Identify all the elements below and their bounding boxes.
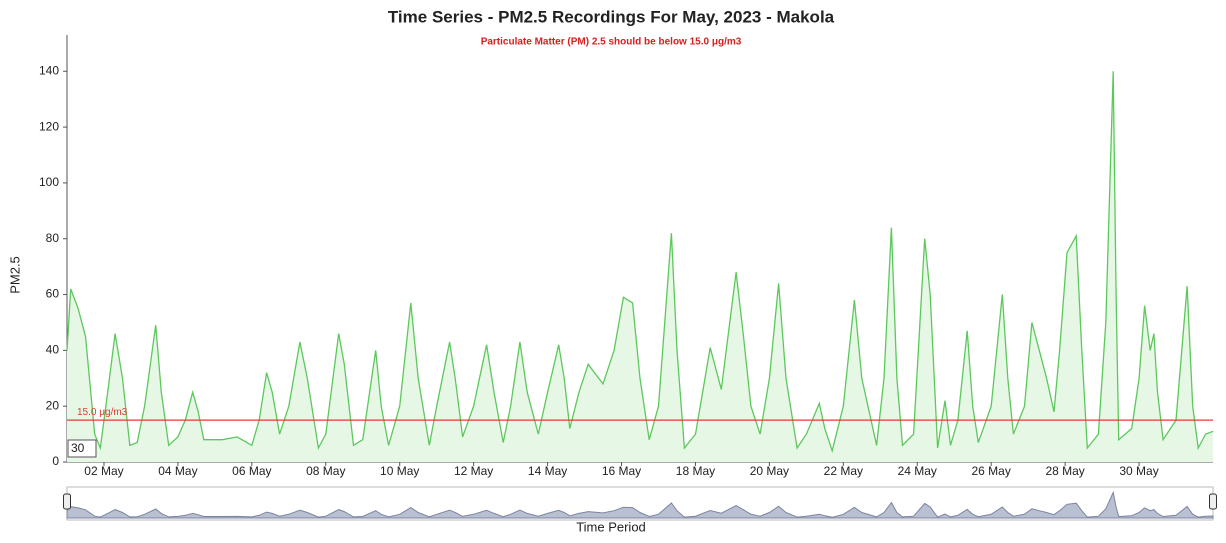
x-tick-label: 18 May [676,464,715,478]
x-tick-label: 22 May [824,464,863,478]
rolling-period-box[interactable] [67,439,97,458]
line [66,71,1214,454]
y-tick-label: 140 [39,63,59,77]
x-tick-label: 30 May [1119,464,1158,478]
x-tick-label: 24 May [898,464,937,478]
rolling-period: 30 [71,441,85,455]
x-tick-label: 12 May [454,464,493,478]
area [67,71,1213,463]
x-tick-label: 10 May [380,464,419,478]
y-tick-label: 40 [46,343,60,357]
x-tick-label: 16 May [602,464,641,478]
y-tick-label: 80 [46,231,60,245]
y-tick-label: 120 [39,119,59,133]
x-tick-label: 08 May [306,464,345,478]
x-tick-label: 28 May [1045,464,1084,478]
x-tick-label: 06 May [232,464,271,478]
x-tick-label: 14 May [528,464,567,478]
x-axis-label: Time Period [576,519,646,534]
y-tick-label: 0 [52,454,59,468]
y-tick-label: 60 [46,287,60,301]
chart-subtitle: Particulate Matter (PM) 2.5 should be be… [481,37,742,48]
threshold-label: 15.0 μg/m3 [77,407,128,418]
range-handle[interactable] [1209,493,1217,510]
x-tick-label: 02 May [84,464,123,478]
y-axis-label: PM2.5 [7,256,22,294]
x-tick-label: 26 May [972,464,1011,478]
chart-title: Time Series - PM2.5 Recordings For May, … [388,7,835,26]
y-tick-label: 20 [46,398,60,412]
x-tick-label: 20 May [750,464,789,478]
range-mini-area [66,490,1214,519]
x-tick-label: 04 May [158,464,197,478]
range-handle[interactable] [63,493,71,510]
y-tick-label: 100 [39,175,59,189]
